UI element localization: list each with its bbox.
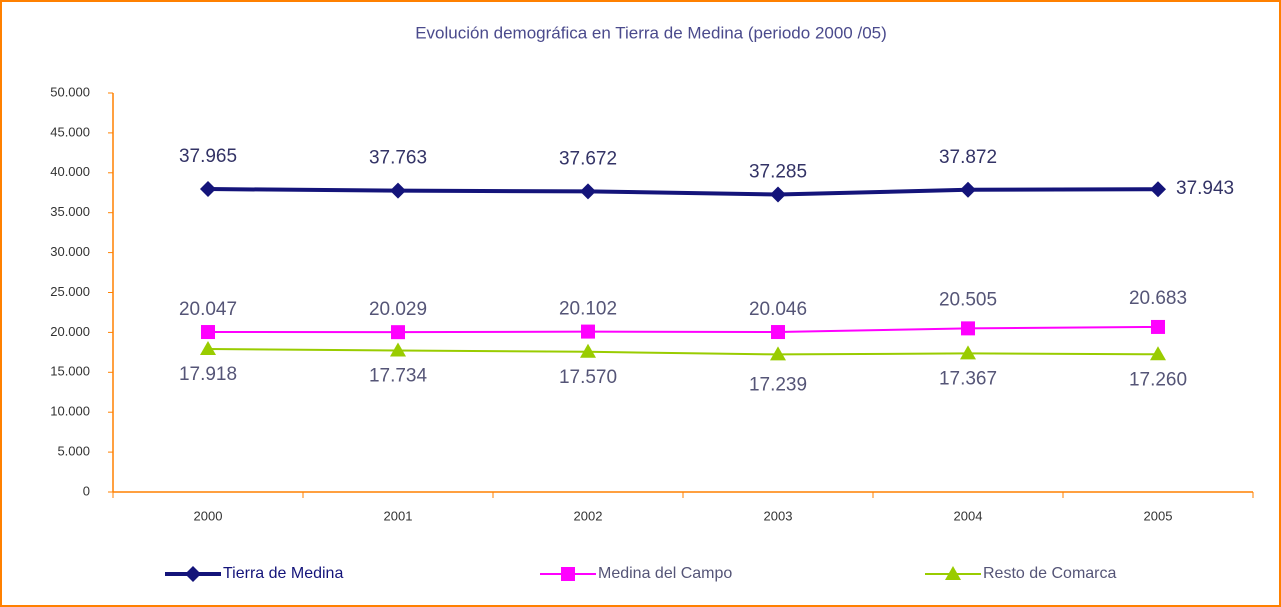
data-point [390, 342, 406, 357]
chart-title: Evolución demográfica en Tierra de Medin… [415, 23, 887, 42]
x-tick-label: 2000 [194, 508, 223, 523]
legend-marker [945, 566, 961, 580]
data-point [960, 345, 976, 360]
legend-marker [561, 567, 575, 581]
data-point [200, 341, 216, 356]
data-point [391, 325, 405, 340]
data-point [961, 321, 975, 336]
data-label: 17.239 [749, 374, 807, 395]
data-label: 17.570 [559, 367, 617, 388]
data-label: 37.965 [179, 146, 237, 167]
data-point [200, 181, 216, 198]
data-point [580, 183, 596, 200]
data-label: 20.046 [749, 299, 807, 320]
data-label: 37.672 [559, 148, 617, 169]
data-point [1150, 181, 1166, 198]
y-tick-label: 0 [83, 483, 90, 498]
data-label: 37.763 [369, 148, 427, 169]
data-label: 17.260 [1129, 369, 1187, 390]
y-tick-label: 10.000 [50, 404, 90, 419]
data-label: 20.047 [179, 299, 237, 320]
y-tick-label: 15.000 [50, 364, 90, 379]
data-label: 20.505 [939, 289, 997, 310]
data-label: 37.872 [939, 147, 997, 168]
data-label: 20.029 [369, 299, 427, 320]
series-line [207, 187, 1159, 197]
data-label: 37.943 [1176, 178, 1234, 199]
x-tick-label: 2001 [384, 508, 413, 523]
data-point [771, 325, 785, 340]
x-tick-label: 2002 [574, 508, 603, 523]
y-tick-label: 20.000 [50, 324, 90, 339]
series-line [207, 325, 1159, 334]
data-label: 37.285 [749, 161, 807, 182]
data-point [390, 182, 406, 199]
data-point [580, 343, 596, 358]
data-point [201, 325, 215, 340]
x-tick-label: 2005 [1144, 508, 1173, 523]
y-tick-label: 45.000 [50, 124, 90, 139]
x-tick-label: 2003 [764, 508, 793, 523]
data-label: 17.918 [179, 364, 237, 385]
data-label: 20.683 [1129, 288, 1187, 309]
y-tick-label: 50.000 [50, 84, 90, 99]
data-point [770, 346, 786, 361]
y-tick-label: 5.000 [57, 444, 90, 459]
legend-label: Resto de Comarca [983, 565, 1116, 582]
y-tick-label: 30.000 [50, 244, 90, 259]
data-label: 17.367 [939, 368, 997, 389]
data-label: 20.102 [559, 299, 617, 320]
data-point [1150, 346, 1166, 361]
y-tick-label: 35.000 [50, 204, 90, 219]
data-point [960, 181, 976, 198]
y-tick-label: 40.000 [50, 164, 90, 179]
data-point [581, 324, 595, 339]
data-point [770, 186, 786, 203]
data-label: 17.734 [369, 365, 428, 386]
legend-marker [185, 566, 201, 582]
x-tick-label: 2004 [954, 508, 983, 523]
y-tick-label: 25.000 [50, 284, 90, 299]
data-point [1151, 319, 1165, 334]
legend-label: Medina del Campo [598, 565, 732, 582]
series-line [207, 348, 1159, 356]
legend-label: Tierra de Medina [223, 565, 343, 582]
